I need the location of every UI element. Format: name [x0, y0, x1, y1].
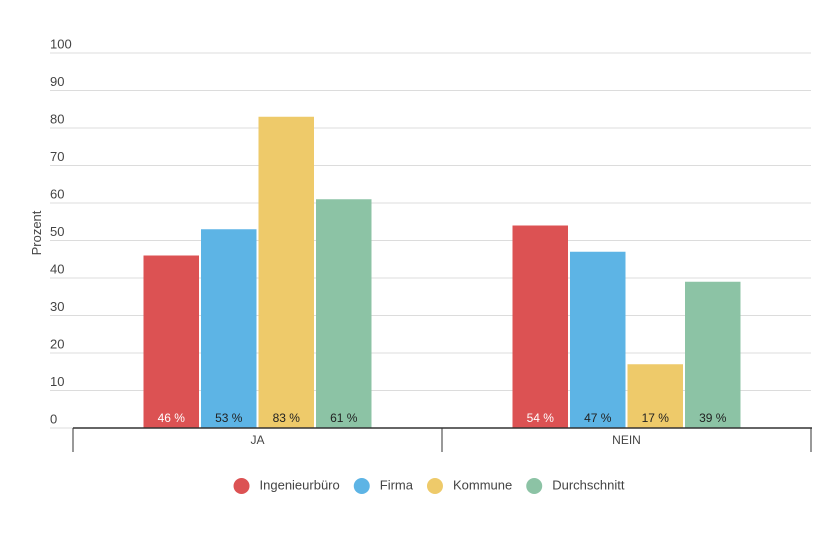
y-tick-label: 100	[50, 36, 72, 51]
bar	[627, 364, 683, 428]
value-label: 46 %	[158, 411, 186, 425]
value-label: 47 %	[584, 411, 612, 425]
y-tick-label: 90	[50, 74, 64, 89]
x-tick-label: JA	[250, 433, 264, 447]
y-tick-label: 40	[50, 261, 64, 276]
value-label: 17 %	[642, 411, 670, 425]
x-tick-label: NEIN	[612, 433, 641, 447]
value-label: 39 %	[699, 411, 727, 425]
bar	[685, 281, 741, 428]
bar	[316, 199, 372, 428]
legend-marker	[233, 478, 250, 494]
legend-label: Firma	[380, 477, 414, 492]
value-label: 53 %	[215, 411, 243, 425]
y-tick-label: 60	[50, 186, 64, 201]
y-axis-label: Prozent	[29, 210, 44, 255]
legend-label: Durchschnitt	[552, 477, 625, 492]
y-tick-label: 30	[50, 299, 64, 314]
y-tick-label: 50	[50, 224, 64, 239]
bar	[201, 229, 257, 428]
y-tick-label: 70	[50, 149, 64, 164]
value-label: 61 %	[330, 411, 358, 425]
value-label: 83 %	[273, 411, 301, 425]
bar	[512, 225, 568, 428]
bar	[258, 116, 314, 428]
legend-marker	[526, 478, 543, 494]
bar	[143, 255, 199, 428]
legend-marker	[426, 478, 443, 494]
y-tick-label: 20	[50, 336, 64, 351]
legend-label: Ingenieurbüro	[260, 477, 340, 492]
legend-label: Kommune	[453, 477, 512, 492]
bar	[570, 251, 626, 428]
y-tick-label: 80	[50, 111, 64, 126]
legend-marker	[353, 478, 370, 494]
value-label: 54 %	[527, 411, 555, 425]
y-tick-label: 10	[50, 374, 64, 389]
y-tick-label: 0	[50, 411, 57, 426]
